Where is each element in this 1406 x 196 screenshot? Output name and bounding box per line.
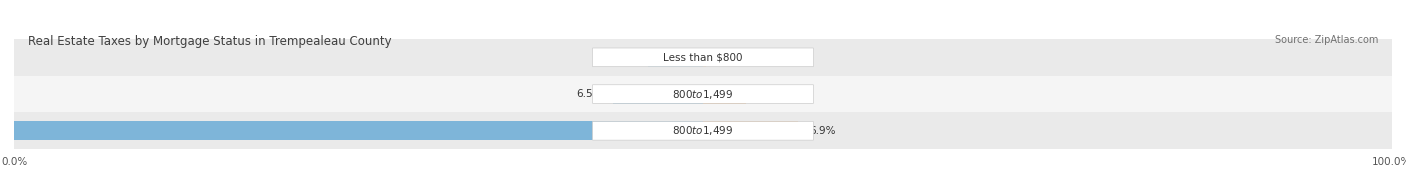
Bar	[14, 39, 1392, 76]
Legend: Without Mortgage, With Mortgage: Without Mortgage, With Mortgage	[589, 194, 817, 196]
Text: Source: ZipAtlas.com: Source: ZipAtlas.com	[1275, 35, 1378, 45]
Bar	[703, 48, 706, 67]
Text: $800 to $1,499: $800 to $1,499	[672, 88, 734, 101]
FancyBboxPatch shape	[592, 85, 814, 103]
Text: 4.0%: 4.0%	[610, 52, 637, 62]
Text: 3.1%: 3.1%	[756, 89, 783, 99]
Text: $800 to $1,499: $800 to $1,499	[672, 124, 734, 137]
Text: Less than $800: Less than $800	[664, 52, 742, 62]
Bar	[0, 121, 703, 140]
Text: 6.5%: 6.5%	[576, 89, 602, 99]
Bar	[648, 48, 703, 67]
Text: Real Estate Taxes by Mortgage Status in Trempealeau County: Real Estate Taxes by Mortgage Status in …	[28, 35, 391, 48]
FancyBboxPatch shape	[592, 48, 814, 67]
Text: 0.2%: 0.2%	[717, 52, 744, 62]
Bar	[703, 121, 799, 140]
Bar	[14, 113, 1392, 149]
Bar	[613, 84, 703, 104]
Bar	[703, 84, 745, 104]
Text: 6.9%: 6.9%	[808, 126, 835, 136]
FancyBboxPatch shape	[592, 122, 814, 140]
Bar	[14, 76, 1392, 113]
